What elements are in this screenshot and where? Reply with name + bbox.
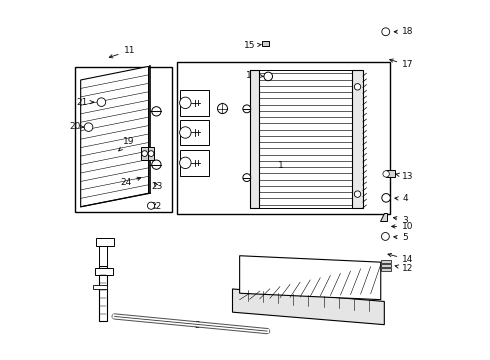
Text: 13: 13 bbox=[396, 172, 414, 181]
Text: 24: 24 bbox=[120, 177, 141, 187]
Polygon shape bbox=[232, 289, 384, 325]
Bar bbox=[99, 243, 107, 266]
Text: 10: 10 bbox=[392, 222, 414, 231]
Text: 11: 11 bbox=[109, 46, 135, 58]
Bar bbox=[381, 264, 391, 267]
Circle shape bbox=[148, 151, 154, 157]
Bar bbox=[180, 150, 209, 176]
Circle shape bbox=[180, 157, 191, 168]
Circle shape bbox=[381, 233, 390, 240]
Circle shape bbox=[152, 160, 161, 169]
Bar bbox=[148, 147, 154, 160]
Bar bbox=[93, 285, 107, 289]
Circle shape bbox=[264, 72, 272, 81]
Circle shape bbox=[180, 97, 191, 109]
Text: 22: 22 bbox=[150, 202, 161, 211]
Bar bbox=[352, 70, 363, 208]
Text: 3: 3 bbox=[393, 216, 408, 225]
Text: 14: 14 bbox=[388, 253, 414, 264]
Bar bbox=[142, 147, 148, 160]
Text: 21: 21 bbox=[76, 98, 94, 107]
Text: 2: 2 bbox=[219, 103, 224, 115]
Text: 23: 23 bbox=[151, 181, 163, 190]
Circle shape bbox=[218, 104, 227, 113]
Text: 6: 6 bbox=[188, 167, 206, 176]
Circle shape bbox=[84, 123, 93, 131]
Text: 8: 8 bbox=[188, 137, 205, 146]
Bar bbox=[177, 62, 390, 214]
Text: 12: 12 bbox=[395, 264, 414, 273]
Bar bbox=[381, 268, 391, 271]
Text: 19: 19 bbox=[119, 137, 135, 151]
Circle shape bbox=[243, 105, 251, 113]
Text: 5: 5 bbox=[394, 233, 408, 242]
Circle shape bbox=[180, 127, 191, 138]
Bar bbox=[250, 70, 259, 208]
Text: 18: 18 bbox=[394, 27, 414, 36]
Text: 9: 9 bbox=[194, 321, 199, 330]
Circle shape bbox=[382, 194, 391, 202]
Circle shape bbox=[142, 151, 147, 157]
Circle shape bbox=[243, 174, 251, 181]
Bar bbox=[96, 238, 114, 246]
Bar bbox=[180, 90, 209, 116]
Polygon shape bbox=[240, 256, 381, 300]
Bar bbox=[262, 41, 269, 46]
Circle shape bbox=[382, 28, 390, 36]
Bar bbox=[95, 268, 113, 275]
Text: 17: 17 bbox=[390, 59, 414, 69]
Polygon shape bbox=[81, 66, 148, 207]
Text: 7: 7 bbox=[188, 107, 205, 116]
Text: 16: 16 bbox=[246, 71, 263, 80]
Circle shape bbox=[383, 171, 390, 177]
Polygon shape bbox=[380, 213, 387, 221]
Circle shape bbox=[97, 98, 106, 107]
Bar bbox=[180, 120, 209, 145]
Text: 1: 1 bbox=[278, 161, 284, 170]
Bar bbox=[381, 260, 391, 263]
Text: 4: 4 bbox=[395, 194, 408, 203]
Bar bbox=[386, 170, 394, 177]
Circle shape bbox=[354, 191, 361, 197]
Circle shape bbox=[354, 84, 361, 90]
Circle shape bbox=[152, 107, 161, 116]
Text: 20: 20 bbox=[69, 122, 84, 131]
Circle shape bbox=[147, 202, 155, 209]
Bar bbox=[99, 266, 107, 321]
Text: 15: 15 bbox=[244, 41, 261, 50]
Bar bbox=[75, 67, 172, 212]
